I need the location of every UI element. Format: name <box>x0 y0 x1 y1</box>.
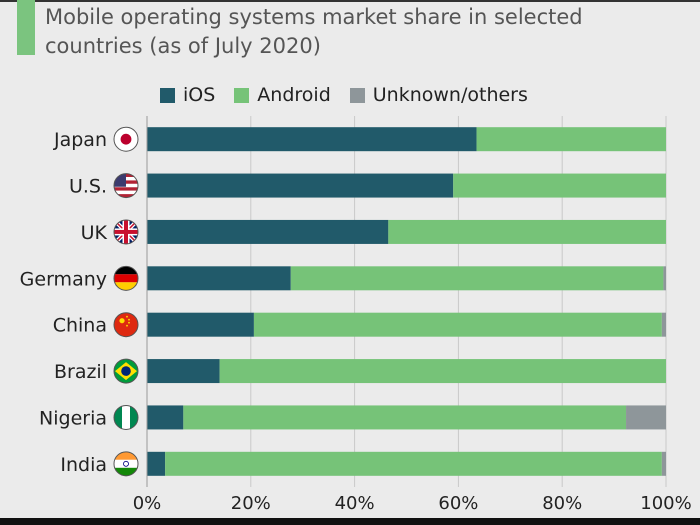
bar-us-android <box>453 173 666 198</box>
bar-brazil-ios <box>147 359 220 384</box>
legend-item-ios: iOS <box>160 84 215 106</box>
title-accent-bar <box>17 0 35 55</box>
category-label: Germany <box>20 268 107 290</box>
legend-label-ios: iOS <box>183 84 216 106</box>
bar-germany-ios <box>147 266 291 291</box>
category-label: India <box>60 454 107 476</box>
chart-title: Mobile operating systems market share in… <box>45 5 583 58</box>
bar-china-android <box>253 312 662 337</box>
category-label: Brazil <box>54 361 107 383</box>
bar-germany-android <box>290 266 664 291</box>
x-tick-label: 60% <box>438 493 478 514</box>
bar-uk-android <box>388 219 666 244</box>
category-label: UK <box>81 222 108 244</box>
uk-flag-icon <box>113 219 139 245</box>
japan-flag-icon <box>113 126 139 152</box>
nigeria-flag-icon <box>113 404 139 430</box>
bar-india-ios <box>147 451 166 476</box>
category-label: U.S. <box>69 176 107 198</box>
bar-germany-other <box>663 266 666 291</box>
legend-swatch-others <box>349 87 365 103</box>
x-tick-label: 80% <box>542 493 582 514</box>
legend-label-android: Android <box>257 84 331 106</box>
bar-brazil-android <box>219 359 666 384</box>
bar-uk-ios <box>147 219 389 244</box>
bar-china-other <box>661 312 666 337</box>
x-tick-label: 0% <box>133 493 162 514</box>
legend-item-android: Android <box>234 84 331 106</box>
legend: iOS Android Unknown/others <box>160 84 547 106</box>
x-tick-label: 40% <box>335 493 375 514</box>
category-label: Japan <box>53 129 107 151</box>
brazil-flag-icon <box>113 358 139 384</box>
legend-label-others: Unknown/others <box>372 84 528 106</box>
bar-japan-android <box>476 127 666 152</box>
china-flag-icon <box>113 312 139 338</box>
legend-item-others: Unknown/others <box>349 84 528 106</box>
bar-nigeria-ios <box>147 405 184 430</box>
top-rule <box>0 0 700 2</box>
bar-japan-ios <box>147 127 477 152</box>
category-label: China <box>53 315 107 337</box>
x-tick-label: 100% <box>640 493 691 514</box>
bar-india-other <box>661 451 666 476</box>
bar-india-android <box>165 451 662 476</box>
legend-swatch-android <box>234 87 250 103</box>
bar-nigeria-android <box>183 405 627 430</box>
bar-nigeria-other <box>626 405 666 430</box>
bar-us-ios <box>147 173 454 198</box>
us-flag-icon <box>113 173 139 199</box>
category-label: Nigeria <box>39 407 107 429</box>
bottom-rule <box>0 518 700 525</box>
x-tick-label: 20% <box>231 493 271 514</box>
bar-china-ios <box>147 312 254 337</box>
germany-flag-icon <box>113 265 139 291</box>
legend-swatch-ios <box>160 87 175 103</box>
india-flag-icon <box>113 451 139 477</box>
